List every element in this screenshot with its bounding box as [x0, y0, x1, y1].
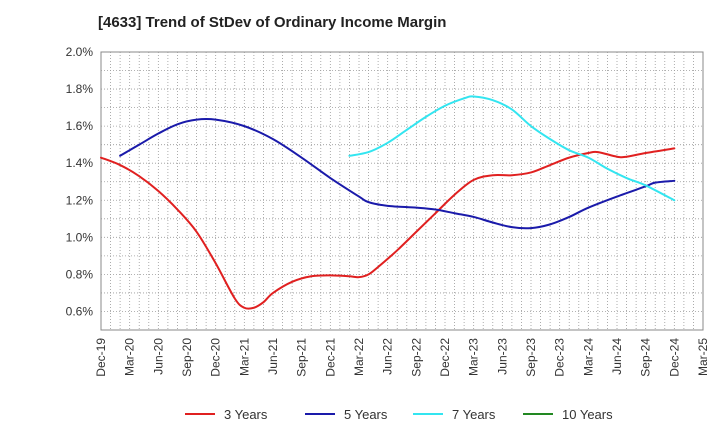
- x-tick-label: Sep-20: [180, 338, 194, 377]
- x-tick-label: Mar-23: [467, 338, 481, 376]
- axis-layer: 2.0% 1.8% 1.6% 1.4% 1.2% 1.0% 0.8% 0.6% Dec-19 Ma…: [66, 45, 710, 377]
- x-tick-label: Sep-24: [639, 338, 653, 377]
- series-line-3-years: [100, 147, 676, 310]
- legend-layer: 3 Years 5 Years 7 Years 10 Years: [185, 407, 613, 422]
- legend-label-5-years: 5 Years: [344, 407, 388, 422]
- y-tick-label: 2.0%: [66, 45, 94, 59]
- x-tick-label: Jun-20: [151, 338, 165, 375]
- legend-label-7-years: 7 Years: [452, 407, 496, 422]
- x-tick-label: Mar-21: [237, 338, 251, 376]
- x-tick-label: Dec-24: [667, 338, 681, 377]
- chart-title: [4633] Trend of StDev of Ordinary Income…: [98, 14, 447, 31]
- series-layer: [100, 95, 676, 310]
- x-tick-label: Dec-21: [323, 338, 337, 377]
- series-line-5-years: [119, 117, 676, 230]
- y-tick-label: 1.6%: [66, 119, 94, 133]
- x-tick-label: Mar-22: [352, 338, 366, 376]
- y-tick-label: 1.4%: [66, 156, 94, 170]
- series-line-7-years: [348, 95, 676, 202]
- x-tick-label: Jun-22: [381, 338, 395, 375]
- y-tick-label: 0.8%: [66, 267, 94, 281]
- y-tick-label: 1.0%: [66, 230, 94, 244]
- x-tick-label: Sep-22: [409, 338, 423, 377]
- x-tick-label: Sep-23: [524, 338, 538, 377]
- x-tick-label: Sep-21: [295, 338, 309, 377]
- x-tick-label: Mar-25: [696, 338, 710, 376]
- plot-area: [100, 51, 704, 331]
- x-tick-label: Dec-22: [438, 338, 452, 377]
- legend-label-3-years: 3 Years: [224, 407, 268, 422]
- x-tick-label: Dec-23: [553, 338, 567, 377]
- y-tick-label: 1.2%: [66, 193, 94, 207]
- grid-layer: [100, 51, 704, 331]
- x-tick-label: Jun-24: [610, 338, 624, 375]
- y-tick-label: 0.6%: [66, 304, 94, 318]
- x-tick-label: Mar-20: [123, 338, 137, 376]
- x-tick-label: Dec-20: [209, 338, 223, 377]
- legend-label-10-years: 10 Years: [562, 407, 613, 422]
- x-tick-label: Jun-23: [495, 338, 509, 375]
- x-tick-label: Mar-24: [581, 338, 595, 376]
- x-tick-label: Dec-19: [94, 338, 108, 377]
- y-tick-label: 1.8%: [66, 82, 94, 96]
- x-tick-label: Jun-21: [266, 338, 280, 375]
